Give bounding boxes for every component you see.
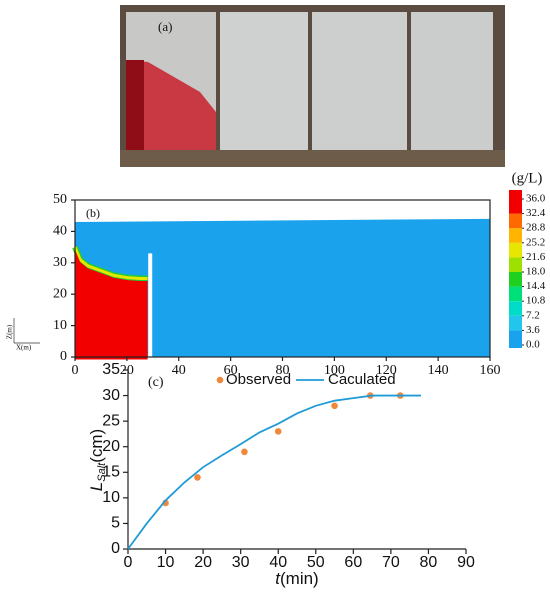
y-tick-label: 15	[102, 464, 120, 481]
salt-water-photo	[126, 60, 216, 150]
colorbar-swatch	[509, 199, 522, 214]
colorbar-label: 25.2	[526, 236, 545, 248]
data-point	[194, 474, 201, 481]
x-axis-label-var: t	[275, 569, 281, 588]
x-tick-label: 140	[428, 363, 449, 378]
y-tick-label: 5	[111, 515, 120, 532]
panel-label: (a)	[158, 19, 172, 34]
legend-marker	[216, 376, 224, 384]
y-tick-label: 25	[102, 412, 120, 429]
colorbar-swatch	[509, 228, 522, 243]
tank-panel	[312, 12, 407, 157]
x-tick-label: 80	[276, 363, 290, 378]
y-tick-label: 0	[111, 540, 120, 557]
contour-panel: 0 20 40 60 80 100 120 140 160 0 10 20 30 40 50 (b) Z(m)X…	[6, 170, 546, 378]
x-tick-label: 80	[420, 554, 438, 571]
y-tick-label: 20	[53, 286, 67, 301]
colorbar-swatch	[509, 301, 522, 316]
y-tick-label: 40	[53, 224, 67, 239]
photo: (a)	[120, 5, 505, 167]
x-tick-label: 20	[194, 554, 212, 571]
x-tick-label: 10	[157, 554, 175, 571]
panel-label: (c)	[148, 375, 164, 390]
colorbar-swatch	[509, 242, 522, 258]
colorbar-label: 36.0	[526, 193, 546, 205]
colorbar-swatch	[509, 272, 522, 287]
y-axis-label-sub: Salt	[96, 462, 108, 482]
x-axis-label: t(min)	[275, 569, 318, 588]
x-tick-label: 100	[324, 363, 345, 378]
y-axis-label-unit: (cm)	[87, 429, 106, 463]
x-tick-label: 50	[307, 554, 325, 571]
x-tick-label: 0	[124, 554, 133, 571]
tank-panel	[411, 12, 493, 157]
data-point	[331, 402, 338, 410]
salt-water-photo	[126, 60, 144, 152]
tank-panel	[220, 12, 308, 157]
colorbar-label: 3.6	[526, 324, 540, 336]
colorbar-label: 14.4	[526, 280, 546, 292]
colorbar-label: 32.4	[526, 207, 546, 219]
y-axis-label-var: L	[87, 482, 106, 491]
data-point	[241, 448, 248, 456]
x-tick-label: 160	[480, 363, 501, 378]
colorbar-swatch	[509, 330, 522, 345]
colorbar-title: (g/L)	[512, 170, 543, 186]
x-tick-label: 60	[344, 554, 362, 571]
legend-label: Observed	[226, 371, 291, 388]
colorbar-label: 10.8	[526, 295, 546, 307]
line-panel: 0 10 20 30 40 50 60 70 80 9005101520253035t(min)L…	[87, 361, 475, 588]
colorbar-label: 21.6	[526, 251, 546, 263]
water-area	[75, 218, 490, 357]
colorbar-cap	[509, 345, 522, 348]
legend-label: Caculated	[328, 371, 396, 388]
colorbar-label: 7.2	[526, 309, 540, 321]
colorbar-cap	[509, 190, 522, 199]
y-axis-label: LSalt(cm)	[87, 429, 107, 491]
y-tick-label: 35	[102, 361, 120, 378]
x-tick-label: 40	[172, 363, 186, 378]
x-tick-label: 120	[376, 363, 397, 378]
y-tick-label: 20	[102, 438, 120, 455]
x-axis-label-unit: (min)	[280, 569, 319, 588]
axis-icon-label: Z(m)	[6, 324, 14, 339]
y-tick-label: 10	[53, 318, 67, 333]
x-tick-label: 60	[224, 363, 238, 378]
y-tick-label: 30	[53, 255, 67, 270]
axes	[127, 370, 466, 550]
y-tick-label: 10	[102, 489, 120, 506]
barrier	[148, 253, 153, 357]
x-tick-label: 0	[72, 363, 79, 378]
colorbar-label: 0.0	[526, 339, 540, 351]
salt-area	[75, 249, 148, 360]
axis-icon-label: X(m)	[16, 344, 32, 352]
salt-front-band	[73, 246, 148, 280]
y-tick-label: 30	[102, 387, 120, 404]
colorbar-swatch	[509, 315, 522, 331]
y-tick-label: 0	[60, 349, 67, 364]
data-point	[274, 428, 282, 435]
x-tick-label: 40	[269, 554, 287, 571]
colorbar-label: 18.0	[526, 266, 546, 278]
colorbar-swatch	[509, 213, 522, 229]
x-tick-label: 30	[232, 554, 250, 571]
x-tick-label: 20	[120, 363, 134, 378]
colorbar-swatch	[509, 257, 522, 272]
colorbar-swatch	[509, 286, 522, 302]
x-tick-label: 90	[457, 554, 475, 571]
colorbar-label: 28.8	[526, 222, 546, 234]
panel-label: (b)	[86, 206, 100, 220]
x-tick-label: 70	[382, 554, 400, 571]
y-tick-label: 50	[53, 192, 67, 207]
data-line	[127, 394, 421, 550]
photo-base	[120, 150, 505, 167]
